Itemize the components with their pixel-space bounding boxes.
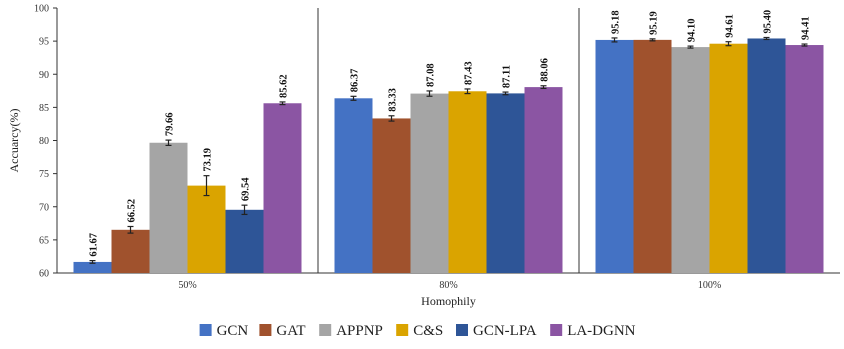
data-label: 95.40 xyxy=(763,10,774,34)
category-groups: 50% 80% 100% xyxy=(178,8,721,291)
data-label: 87.43 xyxy=(464,61,475,85)
data-label: 69.54 xyxy=(241,177,252,201)
data-label: 94.61 xyxy=(725,14,736,38)
bar-gcn xyxy=(595,39,634,274)
data-label: 66.52 xyxy=(127,199,138,223)
legend-swatch-appnp xyxy=(319,324,332,336)
bars xyxy=(73,36,824,274)
y-tick-label: 60 xyxy=(39,269,49,280)
legend-swatch-c-s xyxy=(396,324,409,336)
x-category-label: 100% xyxy=(698,280,721,291)
legend-label-gcn-lpa: GCN-LPA xyxy=(473,323,537,339)
data-label: 86.37 xyxy=(350,69,361,93)
legend-label-gcn: GCN xyxy=(217,323,249,339)
data-label: 79.66 xyxy=(165,112,176,136)
x-category-label: 50% xyxy=(178,280,196,291)
data-label: 95.19 xyxy=(649,11,660,35)
bar-appnp xyxy=(149,142,188,273)
bar-gat xyxy=(111,229,150,273)
data-label: 83.33 xyxy=(388,88,399,112)
legend-label-c-s: C&S xyxy=(413,323,443,339)
legend-swatch-la-dgnn xyxy=(550,324,563,336)
legend-swatch-gcn-lpa xyxy=(456,324,468,336)
bar-appnp xyxy=(671,47,710,274)
data-label: 87.08 xyxy=(426,63,437,87)
legend-swatch-gat xyxy=(259,324,272,336)
bar-gcn-lpa xyxy=(486,93,525,274)
bar-gcn-lpa xyxy=(747,38,786,273)
bar-c-s xyxy=(709,43,748,273)
bar-gcn xyxy=(73,261,112,273)
y-tick-label: 65 xyxy=(39,235,49,246)
y-tick-label: 100 xyxy=(34,4,49,15)
data-label: 94.41 xyxy=(801,16,812,40)
data-label: 95.18 xyxy=(611,10,622,34)
bar-c-s xyxy=(187,185,226,273)
bar-la-dgnn xyxy=(263,103,302,273)
legend-swatch-gcn xyxy=(199,324,212,336)
data-label: 73.19 xyxy=(203,148,214,172)
y-tick-label: 80 xyxy=(39,136,49,147)
bar-la-dgnn xyxy=(785,45,824,273)
legend: GCN GAT APPNP C&S GCN-LPA LA-DGNN xyxy=(199,323,636,339)
bar-c-s xyxy=(448,91,487,274)
data-label: 87.11 xyxy=(502,65,513,88)
legend-label-appnp: APPNP xyxy=(336,323,383,339)
y-tick-label: 90 xyxy=(39,70,49,81)
bar-gcn xyxy=(334,98,373,273)
bar-gat xyxy=(633,39,672,274)
bar-appnp xyxy=(410,93,449,273)
data-label: 88.06 xyxy=(540,58,551,82)
y-tick-label: 70 xyxy=(39,202,49,213)
data-labels: 61.67 66.52 79.66 73.19 69.54 85.62 86.37 83.33… xyxy=(89,10,812,257)
data-label: 94.10 xyxy=(687,18,698,42)
bar-la-dgnn xyxy=(524,87,563,273)
y-tick-label: 95 xyxy=(39,37,49,48)
x-category-label: 80% xyxy=(439,280,457,291)
bar-gat xyxy=(372,118,411,273)
legend-label-la-dgnn: LA-DGNN xyxy=(567,323,635,339)
x-axis-title: Homophily xyxy=(421,294,476,308)
y-axis-title: Accuarcy(%) xyxy=(7,109,21,173)
legend-label-gat: GAT xyxy=(276,323,305,339)
y-tick-label: 85 xyxy=(39,103,49,114)
data-label: 61.67 xyxy=(89,233,100,257)
data-label: 85.62 xyxy=(279,74,290,98)
y-tick-label: 75 xyxy=(39,169,49,180)
bar-gcn-lpa xyxy=(225,209,264,273)
